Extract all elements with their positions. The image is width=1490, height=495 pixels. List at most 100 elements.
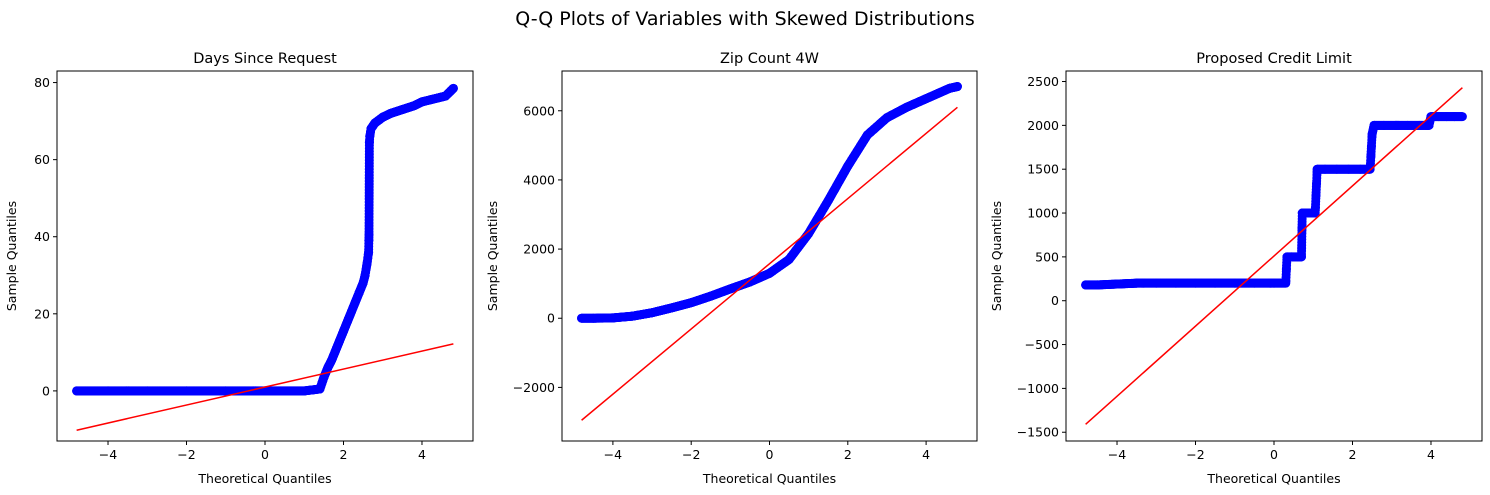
data-point [627,311,637,321]
data-point [667,303,677,313]
y-axis-label: Sample Quantiles [4,201,19,311]
y-tick-label: 2000 [1027,118,1059,133]
x-tick-label: 2 [340,447,348,462]
x-tick-label: 4 [1427,447,1435,462]
data-point [1132,278,1142,288]
subplot-3: Proposed Credit Limit −4 −2 0 2 4 −1500 −1000 −5… [989,51,1483,486]
x-tick-label: −4 [99,447,117,462]
data-point [221,386,231,396]
y-tick-label: 80 [34,75,50,90]
axes-frame [56,70,474,442]
subplot-1: Days Since Request−4 −2 0 2 4020406080Theore… [4,51,474,486]
data-point [1081,280,1091,290]
x-tick-label: −4 [1108,447,1126,462]
data-point [425,95,435,105]
data-point [433,93,443,103]
data-point [1332,164,1342,174]
data-point [1450,112,1460,122]
x-tick-label: −4 [604,447,622,462]
y-tick-label: 1500 [1027,162,1059,177]
data-point [1355,164,1365,174]
y-tick-label: 500 [1035,249,1059,264]
y-tick-label: 40 [34,229,50,244]
data-point [1171,278,1181,288]
data-point [608,313,618,323]
data-point [1112,279,1122,289]
y-tick-label: 2500 [1027,74,1059,89]
subplot-grid: Days Since Request−4 −2 0 2 4020406080Theore… [4,51,1483,486]
y-tick-label: 20 [34,306,50,321]
data-point [1269,278,1279,288]
data-point [1151,278,1161,288]
data-point [647,308,657,318]
x-tick-label: −2 [177,447,195,462]
y-axis-label: Sample Quantiles [485,201,500,311]
x-tick-label: 2 [1349,447,1357,462]
data-point [1379,120,1389,130]
data-point [1434,112,1444,122]
reference-line [581,106,958,421]
data-point [1210,278,1220,288]
y-tick-label: 2000 [523,242,555,257]
data-point [637,309,647,319]
data-point [417,97,427,107]
plot-area [72,83,458,431]
data-point [1249,278,1259,288]
data-point [72,386,82,396]
y-tick-label: 60 [34,152,50,167]
x-axis-label: Theoretical Quantiles [1206,471,1340,486]
data-point [299,386,309,396]
x-tick-label: 0 [261,447,269,462]
data-point [1457,112,1467,122]
x-tick-label: 2 [844,447,852,462]
data-point [1369,120,1379,130]
x-tick-label: −2 [682,447,700,462]
data-point [1092,280,1102,290]
data-point [260,386,270,396]
data-point [1191,278,1201,288]
y-tick-label: 0 [547,311,555,326]
subplot-2: Zip Count 4W −4 −2 0 2 4 −2000 0 2000 4000 6000 The… [485,51,978,486]
plot-area [1081,87,1467,425]
y-tick-label: −2000 [513,380,555,395]
y-tick-label: 0 [42,383,50,398]
x-tick-label: 4 [418,447,426,462]
x-tick-label: 0 [766,447,774,462]
y-tick-label: 4000 [523,172,555,187]
y-tick-label: 6000 [523,103,555,118]
data-point [676,300,686,310]
data-point [1402,120,1412,130]
data-point [142,386,152,396]
y-axis-label: Sample Quantiles [989,201,1004,311]
y-tick-label: −1000 [1017,381,1059,396]
subplot-title: Proposed Credit Limit [1196,51,1352,67]
plot-area [577,82,962,421]
data-point [945,83,955,93]
subplot-title: Days Since Request [193,51,337,67]
x-axis-label: Theoretical Quantiles [702,471,836,486]
y-tick-label: −500 [1025,337,1059,352]
x-tick-label: 0 [1270,447,1278,462]
y-tick-label: −1500 [1017,425,1059,440]
data-point [103,386,113,396]
data-point [448,83,458,93]
x-tick-label: 4 [922,447,930,462]
reference-line [76,343,454,431]
x-axis-label: Theoretical Quantiles [197,471,331,486]
data-point [182,386,192,396]
data-point [1230,278,1240,288]
data-point [1312,164,1322,174]
data-point [577,313,587,323]
data-point [1442,112,1452,122]
data-point [1344,164,1354,174]
data-point [588,313,598,323]
data-point [657,305,667,315]
x-tick-label: −2 [1186,447,1204,462]
figure-suptitle: Q-Q Plots of Variables with Skewed Distr… [515,8,975,30]
reference-line [1085,87,1463,425]
y-tick-label: 1000 [1027,206,1059,221]
subplot-title: Zip Count 4W [720,51,819,67]
data-point [1391,120,1401,130]
